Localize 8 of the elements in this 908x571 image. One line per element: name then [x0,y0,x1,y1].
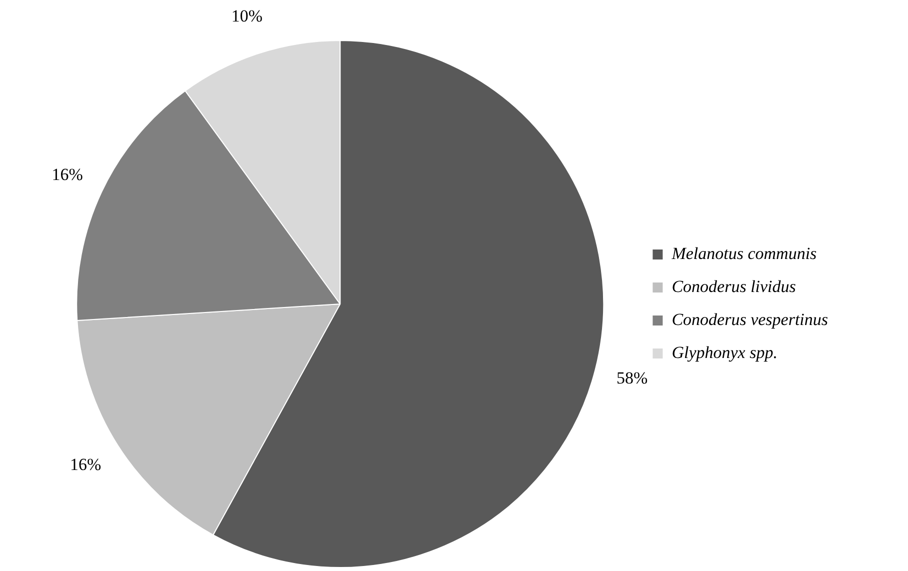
data-label: 58% [616,368,648,388]
data-label: 16% [70,455,102,474]
legend-label: Glyphonyx spp. [672,342,778,362]
legend-label: Conoderus vespertinus [672,310,828,329]
data-label: 16% [52,165,83,184]
legend-label: Conoderus lividus [672,276,796,296]
legend-label: Melanotus communis [670,244,818,263]
data-label: 10% [231,6,263,26]
